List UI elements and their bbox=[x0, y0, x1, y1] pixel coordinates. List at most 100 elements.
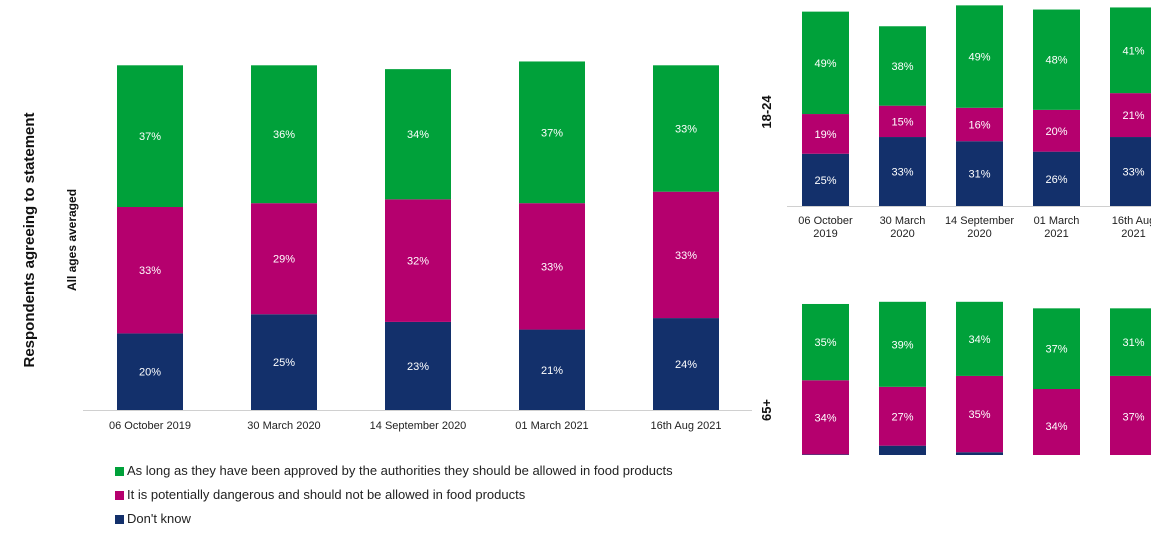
main-chart-subtitle: All ages averaged bbox=[65, 189, 79, 291]
older-value-label-approved-1: 39% bbox=[891, 339, 913, 351]
young-bar-dont-know-1 bbox=[879, 137, 926, 206]
young-value-label-approved-4: 41% bbox=[1122, 45, 1144, 57]
young-value-label-dangerous-4: 21% bbox=[1122, 110, 1144, 122]
older-bar-approved-1 bbox=[879, 301, 926, 387]
main-bar-dangerous-4 bbox=[653, 191, 719, 319]
main-bar-dont-know-2 bbox=[385, 321, 451, 410]
young-bar-dangerous-0 bbox=[802, 114, 849, 154]
main-bar-approved-3 bbox=[519, 61, 585, 204]
main-value-label-approved-3: 37% bbox=[541, 127, 563, 139]
older-value-label-dangerous-0: 34% bbox=[814, 412, 836, 424]
main-category-label-4: 16th Aug 2021 bbox=[651, 420, 722, 432]
main-bar-dangerous-3 bbox=[519, 203, 585, 330]
young-category-label-3: 2021 bbox=[1044, 228, 1068, 240]
young-bar-dangerous-1 bbox=[879, 105, 926, 138]
main-category-label-3: 01 March 2021 bbox=[515, 420, 588, 432]
older-value-label-approved-0: 35% bbox=[814, 337, 836, 349]
older-bar-dont-know-0 bbox=[802, 454, 849, 455]
young-value-label-dangerous-3: 20% bbox=[1045, 126, 1067, 138]
legend-label-dangerous: It is potentially dangerous and should n… bbox=[127, 487, 526, 502]
legend-label-approved: As long as they have been approved by th… bbox=[127, 463, 673, 478]
legend-swatch-dont-know bbox=[115, 514, 124, 524]
legend-item-dont-know: Don't know bbox=[115, 507, 673, 531]
older-value-label-dangerous-4: 37% bbox=[1122, 411, 1144, 423]
young-value-label-approved-2: 49% bbox=[968, 52, 990, 64]
young-bar-dangerous-4 bbox=[1110, 93, 1151, 138]
young-category-label-2: 14 September bbox=[945, 215, 1014, 227]
legend-item-approved: As long as they have been approved by th… bbox=[115, 459, 673, 483]
young-value-label-dangerous-0: 19% bbox=[814, 129, 836, 141]
main-value-label-approved-1: 36% bbox=[273, 129, 295, 141]
main-value-label-dangerous-4: 33% bbox=[675, 250, 697, 262]
young-bar-dont-know-0 bbox=[802, 153, 849, 206]
young-category-label-1: 2020 bbox=[890, 228, 914, 240]
young-value-label-dont-know-4: 33% bbox=[1122, 167, 1144, 179]
panel-65-plus-title: 65+ bbox=[759, 399, 774, 421]
young-bar-dangerous-3 bbox=[1033, 109, 1080, 152]
main-bar-approved-4 bbox=[653, 65, 719, 192]
main-bar-dont-know-3 bbox=[519, 329, 585, 410]
older-bar-approved-0 bbox=[802, 303, 849, 381]
older-bar-dangerous-4 bbox=[1110, 375, 1151, 455]
legend-label-dont-know: Don't know bbox=[127, 511, 191, 526]
main-value-label-approved-0: 37% bbox=[139, 131, 161, 143]
legend-swatch-dangerous bbox=[115, 490, 124, 500]
main-value-label-dont-know-1: 25% bbox=[273, 357, 295, 369]
older-value-label-approved-2: 34% bbox=[968, 334, 990, 346]
main-bar-dont-know-0 bbox=[117, 333, 183, 410]
chart-65-plus: 20%34%35%06 October201924%27%39%30 March… bbox=[802, 301, 1151, 455]
young-category-label-4: 16th Aug bbox=[1112, 215, 1151, 227]
young-category-label-0: 2019 bbox=[813, 228, 837, 240]
older-bar-approved-2 bbox=[956, 301, 1003, 376]
young-bar-dont-know-3 bbox=[1033, 151, 1080, 206]
main-bar-dont-know-4 bbox=[653, 318, 719, 410]
main-category-label-0: 06 October 2019 bbox=[109, 420, 191, 432]
young-bar-dangerous-2 bbox=[956, 107, 1003, 142]
young-value-label-dont-know-1: 33% bbox=[891, 167, 913, 179]
main-chart: 20% 33% 37% 06 October 2019 25% 29% 36% 30 Marc… bbox=[83, 61, 752, 432]
young-value-label-dangerous-2: 16% bbox=[968, 119, 990, 131]
young-bar-dont-know-4 bbox=[1110, 137, 1151, 206]
older-value-label-dangerous-2: 35% bbox=[968, 409, 990, 421]
older-value-label-approved-3: 37% bbox=[1045, 344, 1067, 356]
young-value-label-approved-1: 38% bbox=[891, 61, 913, 73]
older-bar-dangerous-1 bbox=[879, 386, 926, 446]
young-bar-dont-know-2 bbox=[956, 141, 1003, 206]
charts-canvas: Respondents agreeing to statement All ag… bbox=[21, 5, 1151, 455]
older-bar-dangerous-0 bbox=[802, 380, 849, 455]
young-category-label-4: 2021 bbox=[1121, 228, 1145, 240]
older-value-label-dangerous-1: 27% bbox=[891, 411, 913, 423]
main-value-label-dangerous-2: 32% bbox=[407, 256, 429, 268]
young-bar-approved-1 bbox=[879, 26, 926, 106]
young-category-label-3: 01 March bbox=[1034, 215, 1080, 227]
main-bar-dangerous-0 bbox=[117, 207, 183, 334]
main-bar-approved-0 bbox=[117, 65, 183, 208]
main-value-label-dont-know-4: 24% bbox=[675, 359, 697, 371]
main-bar-approved-1 bbox=[251, 65, 317, 204]
older-bar-approved-3 bbox=[1033, 308, 1080, 389]
older-bar-dont-know-1 bbox=[879, 445, 926, 455]
main-value-label-dont-know-2: 23% bbox=[407, 361, 429, 373]
main-category-label-1: 30 March 2020 bbox=[247, 420, 320, 432]
young-category-label-1: 30 March bbox=[880, 215, 926, 227]
main-value-label-dangerous-0: 33% bbox=[139, 265, 161, 277]
legend-swatch-approved bbox=[115, 466, 124, 476]
main-value-label-approved-2: 34% bbox=[407, 129, 429, 141]
main-bar-dont-know-1 bbox=[251, 314, 317, 410]
older-value-label-approved-4: 31% bbox=[1122, 337, 1144, 349]
legend-item-dangerous: It is potentially dangerous and should n… bbox=[115, 483, 673, 507]
young-bar-approved-0 bbox=[802, 11, 849, 115]
main-value-label-dangerous-1: 29% bbox=[273, 254, 295, 266]
older-value-label-dangerous-3: 34% bbox=[1045, 421, 1067, 433]
main-value-label-dont-know-0: 20% bbox=[139, 367, 161, 379]
older-bar-approved-4 bbox=[1110, 308, 1151, 376]
young-value-label-dangerous-1: 15% bbox=[891, 116, 913, 128]
main-value-label-dont-know-3: 21% bbox=[541, 365, 563, 377]
main-bar-dangerous-1 bbox=[251, 203, 317, 315]
young-value-label-dont-know-0: 25% bbox=[814, 175, 836, 187]
y-axis-label: Respondents agreeing to statement bbox=[21, 112, 38, 367]
young-value-label-dont-know-2: 31% bbox=[968, 169, 990, 181]
young-bar-approved-3 bbox=[1033, 9, 1080, 110]
legend: As long as they have been approved by th… bbox=[115, 459, 673, 531]
